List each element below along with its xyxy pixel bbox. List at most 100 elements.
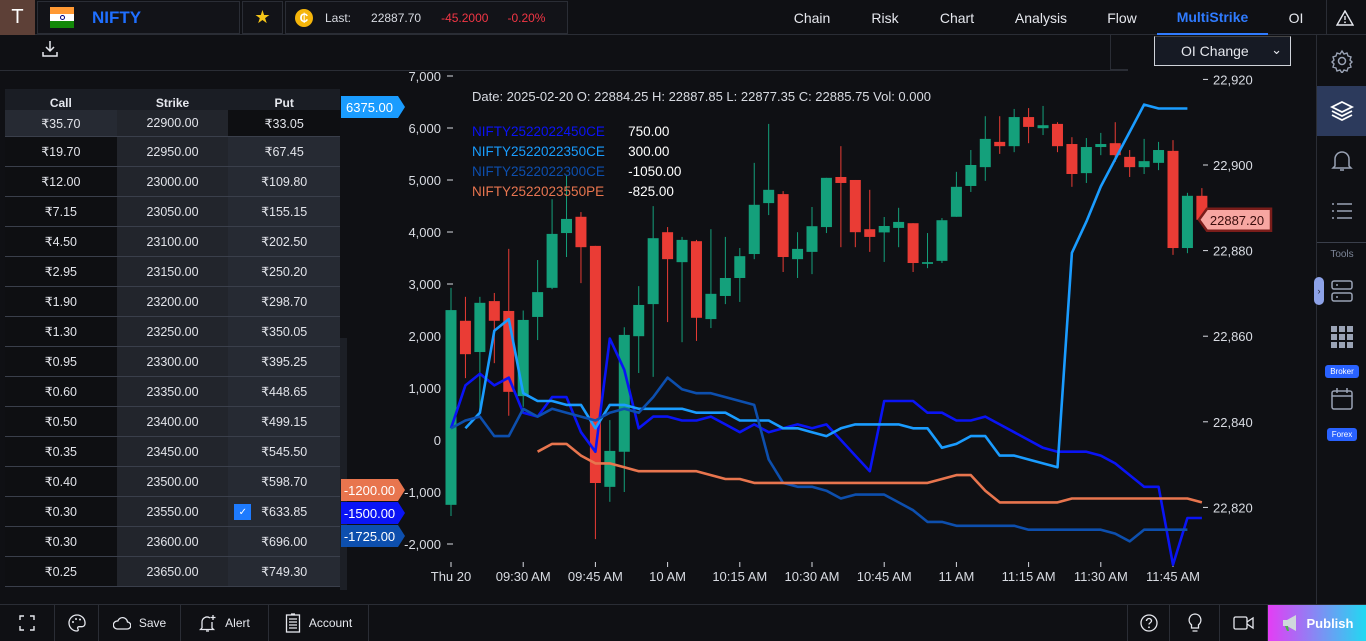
table-scrollbar[interactable] [340,338,347,590]
calendar-icon[interactable] [1317,386,1366,412]
call-price[interactable]: ₹0.95 [5,347,117,376]
palette-icon[interactable] [55,605,99,641]
call-price[interactable]: ₹0.30 [5,527,117,556]
symbol-selector[interactable]: NIFTY [37,1,240,34]
server-icon[interactable] [1317,277,1366,305]
put-price[interactable]: ₹545.50 [228,437,341,466]
table-row[interactable]: ₹0.25 23650.00 ₹749.30 [5,557,341,587]
call-price[interactable]: ₹2.95 [5,257,117,286]
download-icon[interactable] [40,39,60,64]
strike-price[interactable]: 23500.00 [116,467,229,496]
tab-analysis[interactable]: Analysis [1014,9,1068,26]
put-checkbox[interactable]: ✓ [234,504,252,520]
table-row[interactable]: ₹0.40 23500.00 ₹598.70 [5,467,341,497]
grid-icon[interactable] [1317,325,1366,349]
table-row[interactable]: ₹4.50 23100.00 ₹202.50 [5,227,341,257]
tab-chart[interactable]: Chart [939,9,975,26]
strike-price[interactable]: 22950.00 [116,137,229,166]
tab-multistrike[interactable]: MultiStrike [1157,0,1268,35]
tab-risk[interactable]: Risk [871,9,899,26]
tab-oi[interactable]: OI [1288,9,1304,26]
table-row[interactable]: ₹35.70 22900.00 ₹33.05 [5,110,341,137]
put-price[interactable]: ₹448.65 [228,377,341,406]
tab-chain[interactable]: Chain [793,9,831,26]
gear-icon[interactable] [1317,47,1366,75]
put-price[interactable]: ₹499.15 [228,407,341,436]
call-price[interactable]: ₹0.35 [5,437,117,466]
strike-price[interactable]: 23250.00 [116,317,229,346]
video-icon[interactable] [1220,605,1268,641]
call-price[interactable]: ₹0.60 [5,377,117,406]
multistrike-chart[interactable]: 7,000 6,000 5,000 4,000 3,000 2,000 1,000 0 -1,0… [340,71,1316,601]
layers-icon[interactable] [1317,86,1366,136]
strike-price[interactable]: 23100.00 [116,227,229,256]
oi-change-select[interactable]: OI Change ⌄ [1154,36,1291,66]
publish-button[interactable]: Publish [1268,605,1366,641]
call-price[interactable]: ₹1.30 [5,317,117,346]
tab-flow[interactable]: Flow [1107,9,1137,26]
table-row[interactable]: ₹2.95 23150.00 ₹250.20 [5,257,341,287]
table-row[interactable]: ₹0.30 23550.00 ₹633.85 ✓ [5,497,341,527]
table-row[interactable]: ₹12.00 23000.00 ₹109.80 [5,167,341,197]
table-row[interactable]: ₹0.60 23350.00 ₹448.65 [5,377,341,407]
forex-badge[interactable]: Forex [1327,428,1357,441]
expand-handle[interactable]: › [1314,277,1324,305]
strike-price[interactable]: 23650.00 [116,557,229,586]
put-price[interactable]: ₹155.15 [228,197,341,226]
strike-price[interactable]: 23300.00 [116,347,229,376]
put-price[interactable]: ₹67.45 [228,137,341,166]
strike-price[interactable]: 23200.00 [116,287,229,316]
call-price[interactable]: ₹1.90 [5,287,117,316]
table-row[interactable]: ₹0.95 23300.00 ₹395.25 [5,347,341,377]
star-icon[interactable]: ★ [242,1,283,34]
call-price[interactable]: ₹0.50 [5,407,117,436]
table-row[interactable]: ₹0.35 23450.00 ₹545.50 [5,437,341,467]
call-price[interactable]: ₹4.50 [5,227,117,256]
help-icon[interactable] [1127,605,1170,641]
call-price[interactable]: ₹7.15 [5,197,117,226]
put-price[interactable]: ₹696.00 [228,527,341,556]
put-price[interactable]: ₹33.05 [228,110,341,136]
table-row[interactable]: ₹19.70 22950.00 ₹67.45 [5,137,341,167]
call-price[interactable]: ₹12.00 [5,167,117,196]
call-price[interactable]: ₹35.70 [5,110,117,136]
fullscreen-icon[interactable] [0,605,55,641]
put-price[interactable]: ₹109.80 [228,167,341,196]
strike-price[interactable]: 23450.00 [116,437,229,466]
put-price[interactable]: ₹298.70 [228,287,341,316]
strike-price[interactable]: 23150.00 [116,257,229,286]
strike-price[interactable]: 23000.00 [116,167,229,196]
put-price[interactable]: ₹202.50 [228,227,341,256]
list-icon[interactable] [1317,199,1366,223]
account-button[interactable]: Account [269,605,369,641]
call-price[interactable]: ₹0.40 [5,467,117,496]
call-price[interactable]: ₹0.25 [5,557,117,586]
put-price-value: ₹350.05 [261,325,308,339]
put-price[interactable]: ₹633.85 ✓ [228,497,341,526]
call-price[interactable]: ₹19.70 [5,137,117,166]
strike-price[interactable]: 22900.00 [116,110,229,136]
strike-price[interactable]: 23400.00 [116,407,229,436]
strike-price[interactable]: 23350.00 [116,377,229,406]
call-price[interactable]: ₹0.30 [5,497,117,526]
put-price[interactable]: ₹598.70 [228,467,341,496]
lightbulb-icon[interactable] [1170,605,1220,641]
put-price[interactable]: ₹250.20 [228,257,341,286]
avatar[interactable]: T [0,0,35,35]
strike-price[interactable]: 23600.00 [116,527,229,556]
bell-icon[interactable] [1317,147,1366,175]
table-row[interactable]: ₹1.30 23250.00 ₹350.05 [5,317,341,347]
strike-price[interactable]: 23550.00 [116,497,229,526]
strike-price[interactable]: 23050.00 [116,197,229,226]
table-row[interactable]: ₹7.15 23050.00 ₹155.15 [5,197,341,227]
table-row[interactable]: ₹1.90 23200.00 ₹298.70 [5,287,341,317]
alert-button[interactable]: Alert [181,605,269,641]
warning-icon[interactable] [1326,0,1362,35]
broker-badge[interactable]: Broker [1325,365,1359,378]
put-price[interactable]: ₹749.30 [228,557,341,586]
put-price[interactable]: ₹395.25 [228,347,341,376]
put-price[interactable]: ₹350.05 [228,317,341,346]
table-row[interactable]: ₹0.50 23400.00 ₹499.15 [5,407,341,437]
table-row[interactable]: ₹0.30 23600.00 ₹696.00 [5,527,341,557]
save-button[interactable]: Save [99,605,181,641]
